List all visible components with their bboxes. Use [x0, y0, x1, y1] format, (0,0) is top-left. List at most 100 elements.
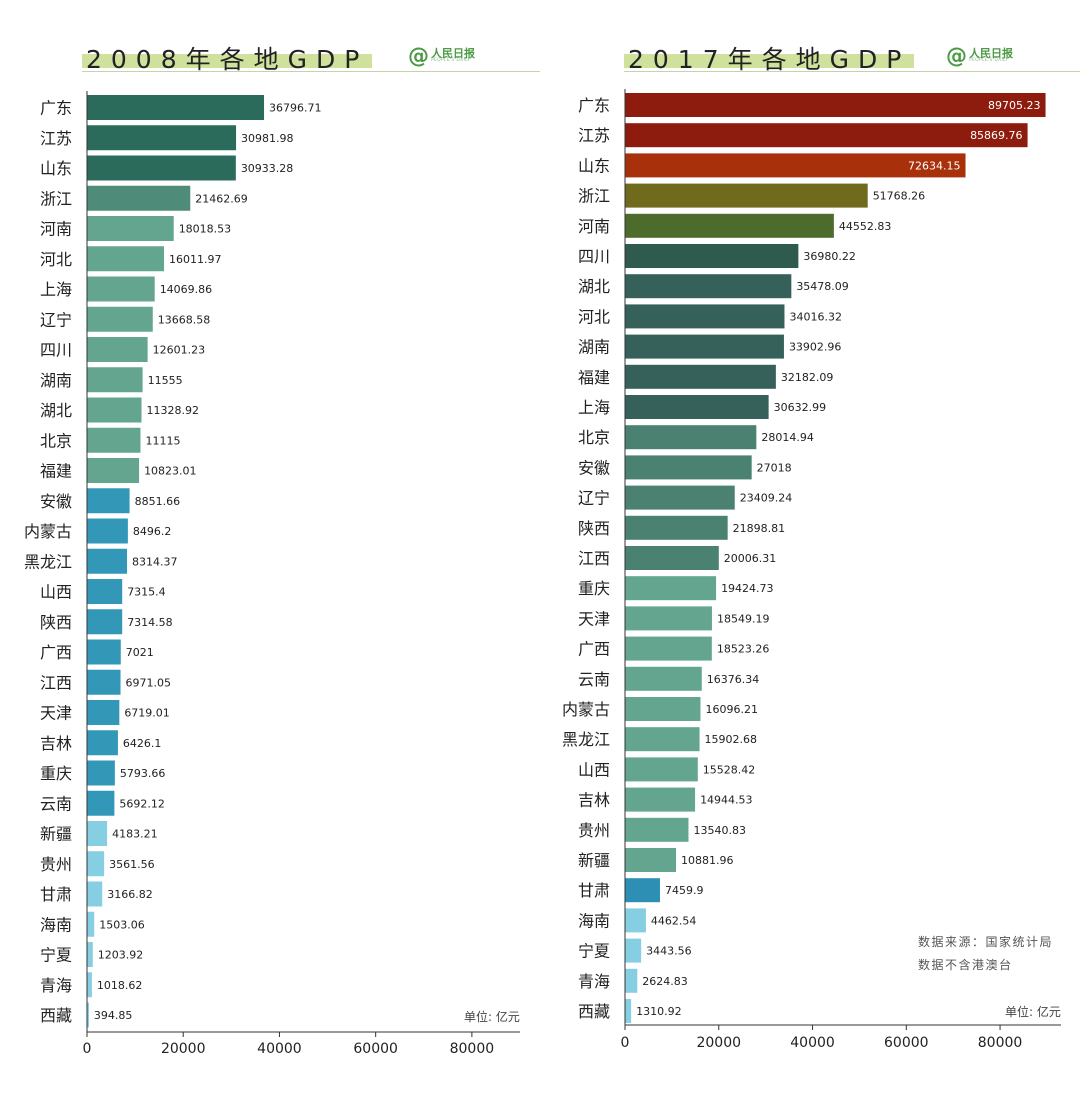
value-label: 36980.22 [803, 250, 856, 263]
category-label: 吉林 [40, 734, 72, 753]
category-label: 河北 [578, 307, 610, 326]
category-label: 内蒙古 [24, 522, 72, 541]
x-tick-label: 20000 [161, 1041, 206, 1057]
category-label: 天津 [40, 704, 72, 723]
category-label: 河南 [578, 217, 610, 236]
logo-text: 人民日报 [431, 47, 475, 61]
bar [625, 576, 717, 601]
value-label: 33902.96 [789, 341, 842, 354]
value-label: 11115 [145, 434, 180, 447]
bar [87, 579, 123, 604]
source-note: 数据来源：国家统计局 数据不含港澳台 [918, 931, 1053, 977]
bar [625, 485, 735, 510]
category-label: 山东 [578, 156, 610, 175]
value-label: 85869.76 [970, 129, 1023, 142]
value-label: 30632.99 [774, 401, 827, 414]
value-label: 8496.2 [133, 525, 172, 538]
bar [87, 337, 148, 362]
category-label: 四川 [578, 247, 610, 266]
category-label: 吉林 [578, 791, 610, 810]
bar [625, 878, 660, 903]
value-label: 1018.62 [97, 979, 143, 992]
chart-panel-2017: 2017年各地GDP @ 人民日报 PEOPLE'S DAILY 广东 89705… [540, 0, 1080, 1093]
bar [625, 938, 642, 963]
value-label: 14944.53 [700, 794, 753, 807]
value-label: 16011.97 [169, 253, 222, 266]
value-label: 3443.56 [646, 945, 692, 958]
category-label: 浙江 [578, 187, 610, 206]
bar [87, 790, 115, 816]
category-label: 海南 [578, 911, 610, 930]
value-label: 16376.34 [707, 673, 760, 686]
bar [87, 548, 128, 574]
bar [625, 123, 1028, 148]
bar [87, 488, 130, 514]
category-label: 江西 [40, 673, 72, 692]
category-label: 河北 [40, 250, 72, 269]
value-label: 4462.54 [651, 914, 697, 927]
category-label: 陕西 [578, 519, 610, 538]
value-label: 1503.06 [99, 918, 144, 931]
value-label: 28014.94 [761, 431, 814, 444]
value-label: 27018 [757, 461, 792, 474]
value-label: 14069.86 [160, 283, 213, 296]
value-label: 34016.32 [789, 310, 842, 323]
category-label: 青海 [578, 972, 610, 991]
at-icon: @ [946, 44, 967, 68]
bar [625, 848, 677, 872]
logo-subtext: PEOPLE'S DAILY [431, 58, 471, 64]
category-label: 广东 [40, 99, 72, 118]
category-label: 海南 [40, 915, 72, 934]
bar [625, 757, 698, 782]
bar [87, 730, 118, 756]
bar [87, 367, 143, 393]
bar [87, 125, 237, 151]
bar [625, 395, 769, 419]
people-daily-logo: @ 人民日报 PEOPLE'S DAILY [408, 44, 475, 68]
value-label: 7315.4 [127, 586, 166, 599]
bar [625, 153, 966, 178]
value-label: 13540.83 [693, 824, 746, 837]
x-tick-label: 60000 [353, 1041, 398, 1057]
category-label: 北京 [578, 428, 610, 447]
category-label: 福建 [578, 368, 610, 387]
value-label: 72634.15 [908, 159, 961, 172]
value-label: 1203.92 [98, 949, 144, 962]
value-label: 8314.37 [132, 555, 178, 568]
category-label: 辽宁 [40, 310, 72, 329]
category-label: 浙江 [40, 189, 72, 208]
value-label: 5793.66 [120, 767, 165, 780]
value-label: 20006.31 [724, 552, 777, 565]
value-label: 2624.83 [642, 975, 688, 988]
value-label: 8851.66 [135, 495, 181, 508]
value-label: 6971.05 [126, 676, 172, 689]
category-label: 贵州 [40, 855, 72, 874]
bar [625, 334, 784, 359]
bar [87, 911, 95, 937]
category-label: 宁夏 [40, 946, 72, 965]
value-label: 7021 [126, 646, 154, 659]
category-label: 河南 [40, 220, 72, 239]
chart-title: 2017年各地GDP [628, 45, 911, 74]
bar [625, 787, 696, 812]
category-label: 江苏 [40, 129, 72, 148]
category-label: 黑龙江 [24, 552, 72, 571]
bar [625, 817, 689, 842]
bar [625, 274, 792, 299]
bar [87, 821, 108, 846]
category-label: 内蒙古 [562, 700, 610, 719]
at-icon: @ [408, 44, 429, 68]
bar [625, 727, 700, 752]
category-label: 安徽 [40, 492, 72, 511]
category-label: 天津 [578, 609, 610, 628]
chart-title: 2008年各地GDP [86, 45, 369, 74]
bar [87, 458, 140, 483]
value-label: 51768.26 [873, 190, 926, 203]
bar [87, 609, 123, 635]
category-label: 广西 [578, 640, 610, 659]
bar [87, 942, 93, 967]
source-line: 数据来源：国家统计局 [918, 935, 1054, 949]
bar [87, 972, 92, 998]
bar [625, 666, 702, 691]
bar [87, 276, 155, 302]
